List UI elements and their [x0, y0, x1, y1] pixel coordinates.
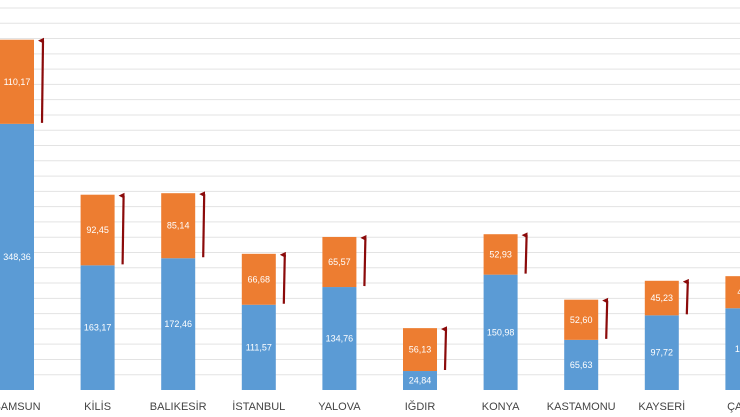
data-label-series-1: 107 — [735, 344, 740, 354]
data-label-series-1: 172,46 — [164, 319, 192, 329]
bar-series-1 — [161, 258, 196, 390]
data-label-series-2: 42 — [737, 287, 740, 297]
data-label-series-1: 97,72 — [651, 348, 674, 358]
category-label: İSTANBUL — [232, 400, 285, 413]
bar-series-2 — [80, 194, 115, 266]
bar-series-2 — [644, 280, 679, 316]
bar-group: 97,72 45,23 — [644, 278, 689, 390]
up-arrow — [199, 191, 206, 258]
bar-series-1 — [241, 304, 276, 390]
bar-series-2 — [0, 39, 34, 124]
data-label-series-1: 65,63 — [570, 360, 593, 370]
data-label-series-2: 66,68 — [248, 274, 271, 284]
data-label-series-1: 111,57 — [246, 342, 272, 352]
category-label: KAYSERİ — [638, 400, 685, 413]
category-label: KASTAMONU — [547, 401, 616, 413]
up-arrow — [521, 232, 528, 274]
bar-group: 24,84 56,13 — [403, 326, 448, 390]
bar-series-2 — [403, 328, 437, 372]
data-label-series-1: 134,76 — [326, 334, 354, 344]
bar-series-1 — [403, 371, 437, 390]
bar-series-2 — [483, 234, 518, 275]
bar-series-2 — [564, 299, 599, 340]
data-label-series-2: 65,57 — [328, 257, 351, 267]
up-arrow — [360, 234, 367, 287]
bar-series-1 — [725, 308, 740, 390]
category-label: YALOVA — [318, 401, 361, 413]
category-label: BALIKESİR — [150, 400, 207, 413]
bar-group: 111,57 66,68 — [241, 251, 286, 390]
category-label: IĞDIR — [405, 400, 436, 413]
data-label-series-1: 24,84 — [409, 376, 432, 386]
up-arrow — [682, 278, 689, 315]
category-labels: SAMSUN KİLİS BALIKESİR İSTANBUL YALOVA IĞDIR K… — [0, 400, 740, 413]
bar-series-2 — [322, 236, 357, 288]
bar-group: 150,98 52,93 — [483, 232, 528, 390]
data-label-series-1: 163,17 — [84, 323, 112, 333]
bar-group: 172,46 85,14 — [161, 191, 206, 390]
data-label-series-1: 348,36 — [3, 252, 31, 262]
bar-series-1 — [80, 265, 115, 390]
bar-group: 348,36 110,17 — [0, 37, 45, 390]
bar-series-1 — [322, 287, 357, 390]
bar-series-2 — [161, 193, 196, 259]
data-label-series-2: 85,14 — [167, 221, 190, 231]
up-arrow — [602, 297, 609, 339]
data-label-series-1: 150,98 — [487, 327, 515, 337]
up-arrow — [118, 192, 125, 265]
bars: 348,36 110,17 163,17 92,45 172,46 85,14 111,57… — [0, 37, 740, 390]
bar-series-1 — [644, 315, 679, 390]
category-label: ÇANA — [727, 401, 740, 413]
up-arrow — [38, 37, 45, 123]
data-label-series-2: 110,17 — [4, 77, 31, 87]
bar-series-2 — [241, 253, 276, 305]
data-label-series-2: 52,93 — [489, 249, 512, 259]
data-label-series-2: 52,60 — [570, 315, 593, 325]
bar-group: 107 42 — [725, 276, 740, 390]
up-arrow — [441, 326, 448, 371]
category-label: SAMSUN — [0, 401, 41, 413]
bar-group: 163,17 92,45 — [80, 192, 125, 390]
data-label-series-2: 92,45 — [86, 225, 109, 235]
bar-series-2 — [725, 276, 740, 309]
category-label: KİLİS — [84, 400, 111, 413]
bar-group: 134,76 65,57 — [322, 234, 367, 390]
data-label-series-2: 45,23 — [651, 293, 674, 303]
bar-group: 65,63 52,60 — [564, 297, 609, 390]
up-arrow — [279, 251, 286, 304]
bar-series-1 — [483, 274, 518, 390]
category-label: KONYA — [482, 401, 520, 413]
bar-series-1 — [0, 123, 34, 390]
bar-series-1 — [564, 339, 599, 390]
data-label-series-2: 56,13 — [409, 345, 432, 355]
